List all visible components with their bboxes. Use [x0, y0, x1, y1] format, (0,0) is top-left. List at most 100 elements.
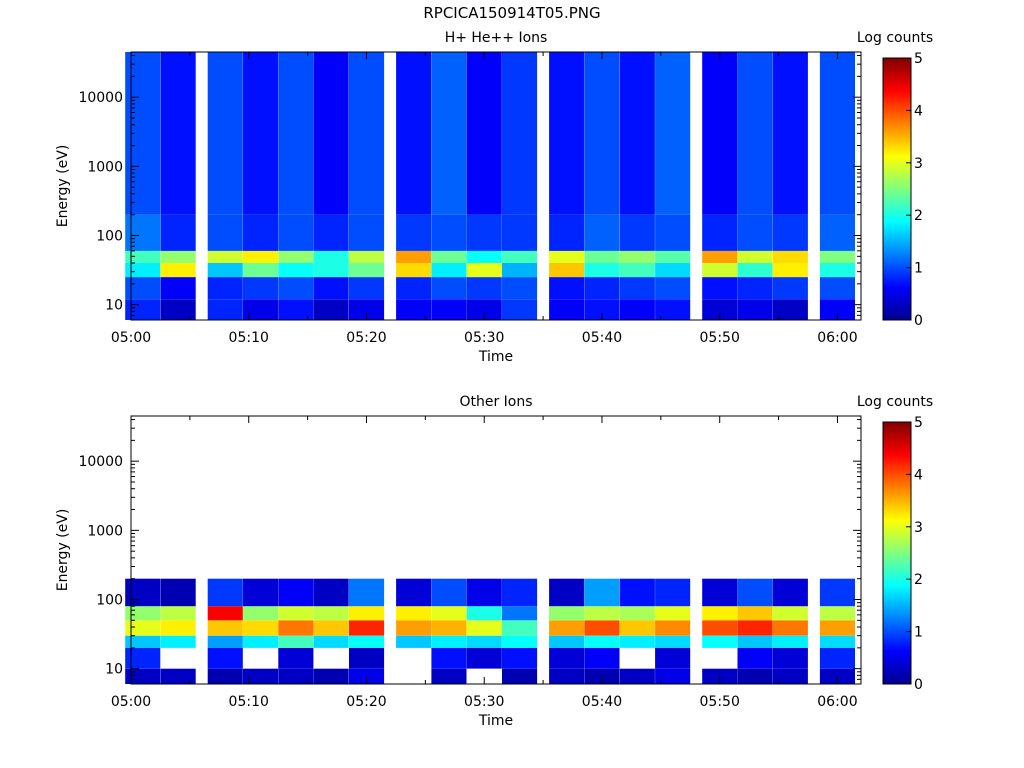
heatmap-cell	[278, 620, 314, 636]
heatmap-cell	[160, 263, 196, 278]
x-tick-label: 05:00	[111, 694, 151, 710]
heatmap-cell	[619, 250, 655, 263]
x-axis-label: Time	[478, 349, 513, 365]
heatmap-cell	[584, 606, 620, 621]
heatmap-cell	[349, 263, 385, 278]
heatmap-cell	[584, 214, 620, 251]
heatmap-cell	[278, 250, 314, 263]
heatmap-cell	[502, 52, 538, 215]
heatmap-cell	[502, 668, 538, 684]
heatmap-cell	[349, 277, 385, 300]
heatmap-cell	[549, 250, 585, 263]
heatmap-cell	[313, 299, 349, 320]
heatmap-cell	[772, 668, 808, 684]
heatmap-cell	[584, 277, 620, 300]
heatmap-cell	[549, 578, 585, 607]
y-tick-label: 10000	[78, 454, 123, 470]
heatmap-cell	[502, 250, 538, 263]
heatmap-cell	[655, 263, 691, 278]
heatmap-cell	[655, 214, 691, 251]
heatmap-cell	[702, 214, 738, 251]
heatmap-cell	[737, 635, 773, 648]
x-tick-label: 05:20	[346, 330, 386, 346]
heatmap-cell	[502, 578, 538, 607]
heatmap-cell	[737, 277, 773, 300]
panel-other-ions: Other Ions 05:00 05:10 05:20 05:30 05:40 05:50…	[55, 394, 933, 729]
heatmap-cell	[313, 250, 349, 263]
heatmap-cell	[431, 668, 467, 684]
heatmap-cell	[584, 263, 620, 278]
heatmap-cell	[278, 214, 314, 251]
heatmap-cell	[278, 647, 314, 669]
heatmap-cell	[349, 299, 385, 320]
y-tick-label: 10	[105, 298, 123, 314]
heatmap-cell	[549, 263, 585, 278]
heatmap-cell	[702, 668, 738, 684]
heatmap-cell	[655, 299, 691, 320]
heatmap-cell	[737, 250, 773, 263]
colorbar-tick-label: 3	[914, 156, 923, 172]
heatmap-cell	[737, 647, 773, 669]
heatmap-cell	[466, 250, 502, 263]
heatmap-cell	[313, 578, 349, 607]
heatmap-cell	[125, 250, 161, 263]
colorbar-tick-label: 5	[914, 51, 923, 67]
x-tick-label: 05:00	[111, 330, 151, 346]
heatmap-cell	[737, 668, 773, 684]
heatmap-cell	[502, 606, 538, 621]
heatmap-cell	[655, 647, 691, 669]
heatmap-cell	[207, 647, 243, 669]
heatmap-cell	[125, 578, 161, 607]
heatmap-cell	[549, 606, 585, 621]
heatmap-cell	[243, 606, 279, 621]
heatmap-cell	[160, 620, 196, 636]
heatmap-cell	[431, 52, 467, 215]
heatmap-cell	[278, 263, 314, 278]
heatmap-cell	[819, 250, 855, 263]
heatmap-cell	[655, 578, 691, 607]
heatmap-cell	[160, 214, 196, 251]
heatmap-cell	[125, 214, 161, 251]
panel-h-he-ions: H+ He++ Ions 05:00 05:10 05:20 05:30 05:40 05:…	[55, 30, 933, 365]
heatmap-cell	[349, 250, 385, 263]
heatmap-cell	[655, 250, 691, 263]
heatmap-cell	[243, 52, 279, 215]
heatmap-cell	[243, 263, 279, 278]
heatmap-cell	[619, 263, 655, 278]
heatmap-cell	[702, 299, 738, 320]
heatmap-cells	[125, 52, 855, 320]
colorbar	[882, 57, 912, 321]
heatmap-cell	[737, 606, 773, 621]
heatmap-cell	[396, 620, 432, 636]
heatmap-cell	[737, 263, 773, 278]
heatmap-cell	[549, 277, 585, 300]
x-axis-label: Time	[478, 713, 513, 729]
heatmap-cell	[396, 606, 432, 621]
heatmap-cell	[655, 620, 691, 636]
heatmap-cell	[502, 635, 538, 648]
heatmap-cell	[772, 299, 808, 320]
heatmap-cell	[619, 578, 655, 607]
colorbar-tick-label: 5	[914, 415, 923, 431]
colorbar-tick-label: 2	[914, 572, 923, 588]
heatmap-cell	[737, 52, 773, 215]
colorbar-tick-label: 4	[914, 103, 923, 119]
heatmap-cell	[207, 277, 243, 300]
heatmap-cell	[396, 52, 432, 215]
heatmap-cell	[702, 52, 738, 215]
colorbar-tick-label: 1	[914, 261, 923, 277]
y-tick-label: 100	[96, 592, 123, 608]
heatmap-cell	[207, 250, 243, 263]
heatmap-cell	[584, 668, 620, 684]
heatmap-cell	[313, 214, 349, 251]
heatmap-cell	[396, 277, 432, 300]
heatmap-cell	[772, 620, 808, 636]
heatmap-cell	[313, 635, 349, 648]
heatmap-cell	[160, 606, 196, 621]
heatmap-cell	[431, 214, 467, 251]
heatmap-cell	[349, 578, 385, 607]
heatmap-cell	[584, 250, 620, 263]
heatmap-cell	[549, 214, 585, 251]
heatmap-cell	[466, 277, 502, 300]
